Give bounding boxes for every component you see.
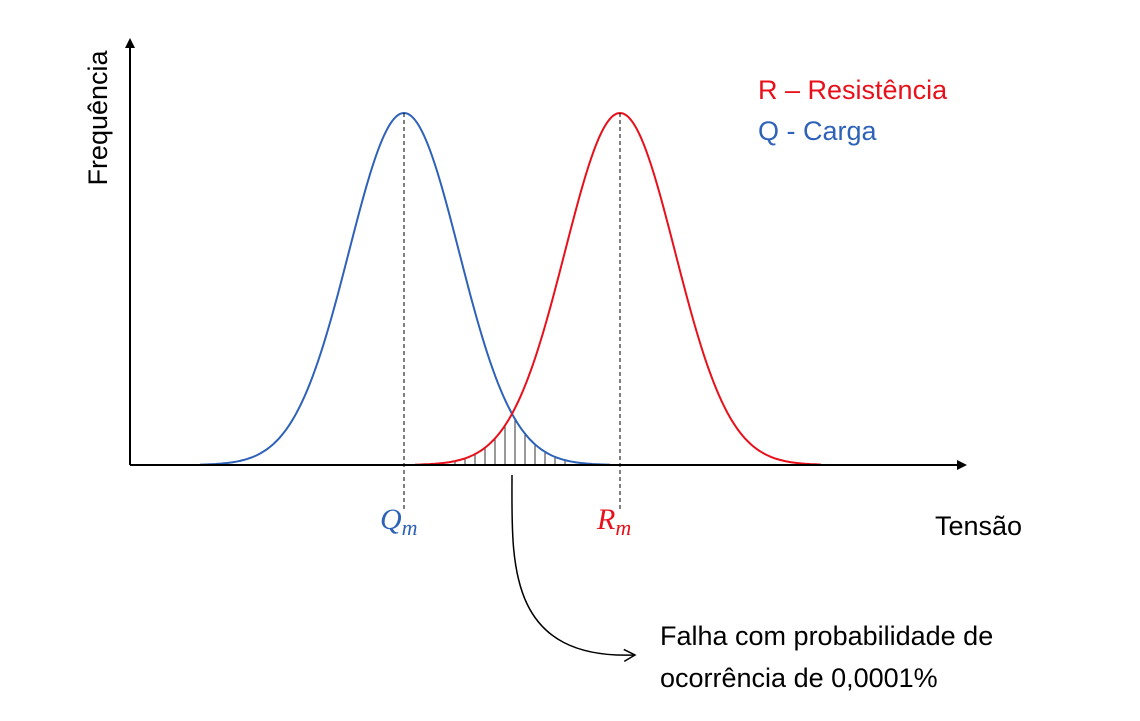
annotation-arrow bbox=[511, 474, 637, 663]
subscript: m bbox=[615, 515, 631, 540]
legend-r: R – Resistência bbox=[758, 75, 948, 105]
symbol: Q bbox=[380, 503, 402, 536]
load-curve bbox=[200, 111, 611, 466]
x-axis-label: Tensão bbox=[935, 511, 1022, 541]
symbol: R bbox=[596, 503, 615, 536]
subscript: m bbox=[402, 515, 418, 540]
q-mean-label: Qm bbox=[380, 503, 418, 540]
annotation-line: Falha com probabilidade de bbox=[660, 621, 993, 651]
annotation-line: ocorrência de 0,0001% bbox=[660, 663, 938, 693]
failure-hatching bbox=[454, 419, 566, 465]
legend-q: Q - Carga bbox=[758, 116, 878, 146]
y-axis-label: Frequência bbox=[83, 49, 113, 185]
r-mean-label: Rm bbox=[596, 503, 631, 540]
resistance-curve bbox=[414, 112, 822, 466]
